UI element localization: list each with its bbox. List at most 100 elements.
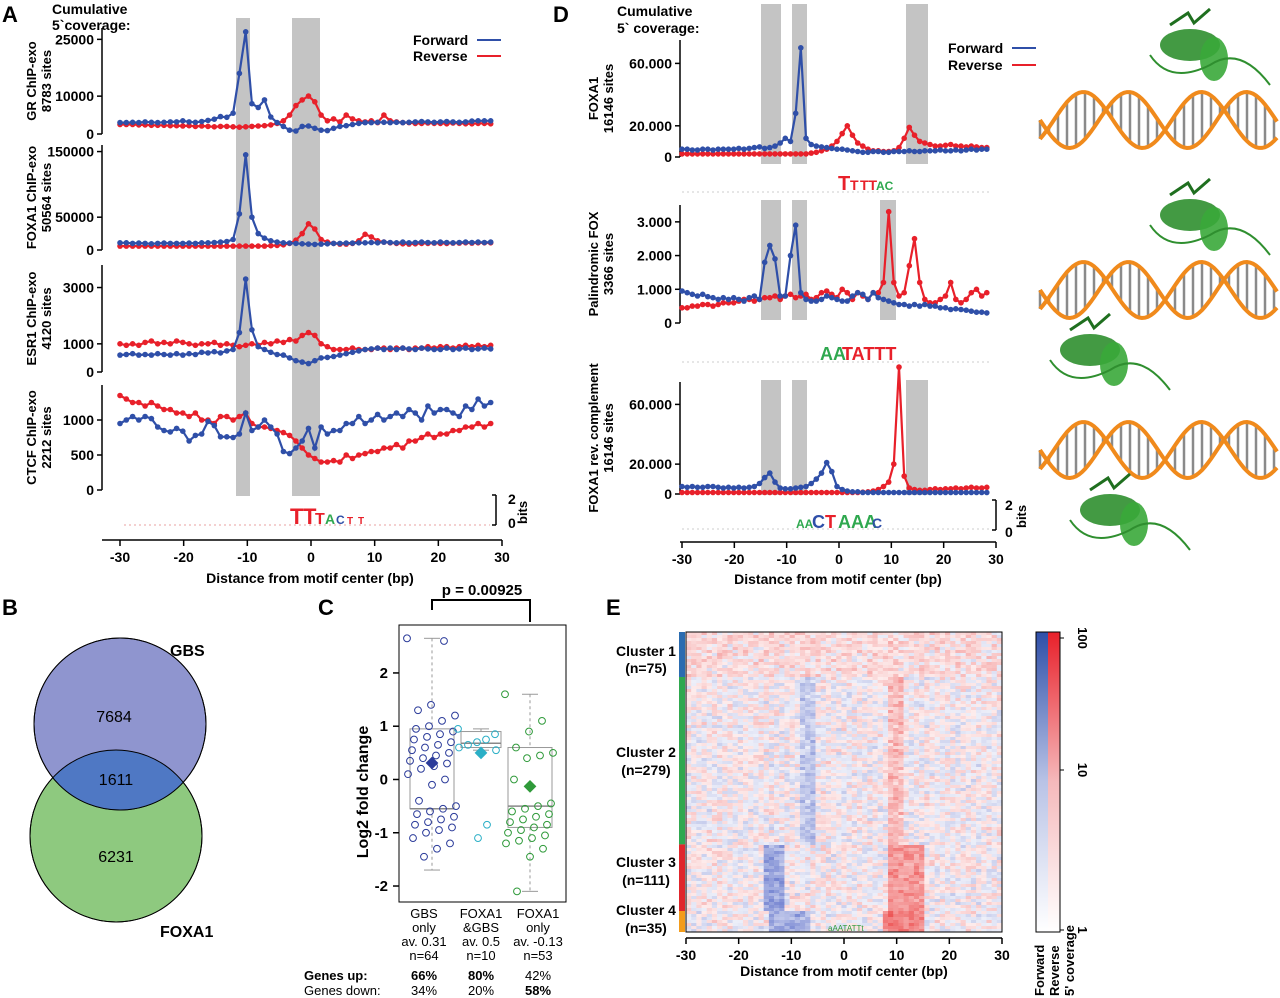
box-1-point-41 bbox=[433, 844, 441, 853]
heatmap-cell-54-33 bbox=[851, 791, 858, 795]
heatmap-cell-50-40 bbox=[888, 779, 894, 783]
heatmap-cell-12-23 bbox=[799, 665, 806, 669]
heatmap-cell-11-49 bbox=[934, 662, 941, 666]
panel-a-track-4-reverse-point-32 bbox=[312, 455, 318, 462]
heatmap-cell-46-10 bbox=[732, 767, 739, 771]
heatmap-cell-59-51 bbox=[945, 806, 951, 810]
heatmap-cell-3-4 bbox=[701, 638, 708, 642]
heatmap-cell-35-50 bbox=[939, 734, 946, 738]
heatmap-cell-52-4 bbox=[701, 785, 708, 789]
heatmap-cell-20-49 bbox=[934, 689, 941, 693]
heatmap-cell-21-20 bbox=[784, 692, 790, 696]
heatmap-cell-17-11 bbox=[737, 680, 744, 684]
panel-a-track-1-forward-point-34 bbox=[324, 127, 331, 134]
heatmap-cell-27-19 bbox=[779, 710, 785, 714]
heatmap-cell-7-36 bbox=[867, 650, 873, 654]
heatmap-cell-19-50 bbox=[939, 686, 946, 690]
heatmap-cell-39-38 bbox=[877, 746, 884, 750]
heatmap-cell-46-31 bbox=[841, 767, 847, 771]
heatmap-cell-42-11 bbox=[737, 755, 744, 759]
heatmap-cell-51-41 bbox=[893, 782, 899, 786]
panel-d-track-3-forward-point-9 bbox=[720, 485, 727, 491]
heatmap-cell-46-47 bbox=[924, 767, 930, 771]
heatmap-cell-55-47 bbox=[924, 794, 930, 798]
heatmap-cell-60-12 bbox=[742, 809, 749, 813]
heatmap-cell-14-57 bbox=[976, 671, 982, 675]
heatmap-cell-46-19 bbox=[779, 767, 785, 771]
heatmap-cell-42-8 bbox=[722, 755, 728, 759]
heatmap-cell-34-55 bbox=[965, 731, 972, 735]
panel-a-track-3-forward-point-58 bbox=[475, 346, 481, 352]
heatmap-cell-27-8 bbox=[722, 710, 728, 714]
heatmap-cell-14-31 bbox=[841, 671, 847, 675]
heatmap-cell-49-17 bbox=[768, 776, 775, 780]
panel-letter-b: B bbox=[2, 595, 18, 620]
heatmap-cell-60-14 bbox=[753, 809, 759, 813]
panel-a-track-1-ytick-label-1: 25000 bbox=[55, 31, 94, 47]
heatmap-cell-2-12 bbox=[742, 635, 749, 639]
heatmap-cell-43-30 bbox=[836, 758, 842, 762]
heatmap-cell-28-25 bbox=[810, 713, 816, 717]
heatmap-cell-31-46 bbox=[919, 722, 925, 726]
heatmap-cell-56-42 bbox=[898, 797, 904, 801]
heatmap-cell-42-52 bbox=[950, 755, 956, 759]
heatmap-cell-28-17 bbox=[768, 713, 775, 717]
heatmap-cell-22-7 bbox=[717, 695, 723, 699]
heatmap-cell-1-44 bbox=[908, 632, 915, 636]
heatmap-cell-4-50 bbox=[939, 641, 946, 645]
heatmap-cell-13-48 bbox=[929, 668, 935, 672]
heatmap-cell-19-35 bbox=[862, 686, 868, 690]
panel-d-track-3-forward-point-33 bbox=[844, 488, 851, 494]
panel-a-track-4-forward-point-9 bbox=[167, 429, 174, 435]
panel-a-track-2-forward-point-38 bbox=[349, 240, 356, 246]
heatmap-cell-13-9 bbox=[727, 668, 733, 672]
heatmap-cell-54-16 bbox=[763, 791, 770, 795]
heatmap-cell-43-42 bbox=[898, 758, 904, 762]
heatmap-cell-55-30 bbox=[836, 794, 842, 798]
heatmap-cell-23-57 bbox=[976, 698, 982, 702]
heatmap-cell-16-26 bbox=[815, 677, 821, 681]
heatmap-cell-18-7 bbox=[717, 683, 723, 687]
heatmap-cell-35-28 bbox=[825, 734, 832, 738]
heatmap-cell-29-21 bbox=[789, 716, 796, 720]
heatmap-cell-44-7 bbox=[717, 761, 723, 765]
box-2-point-4 bbox=[473, 738, 481, 747]
heatmap-cell-12-33 bbox=[851, 665, 858, 669]
heatmap-cell-44-55 bbox=[965, 761, 972, 765]
heatmap-cell-57-29 bbox=[831, 800, 837, 804]
heatmap-cell-27-23 bbox=[799, 710, 806, 714]
heatmap-cell-39-41 bbox=[893, 746, 899, 750]
heatmap-cell-17-32 bbox=[846, 680, 853, 684]
heatmap-cell-7-2 bbox=[691, 650, 697, 654]
heatmap-cell-51-52 bbox=[950, 782, 956, 786]
heatmap-cell-58-26 bbox=[815, 803, 821, 807]
panel-d-track-3-reverse-point-4 bbox=[694, 489, 701, 496]
heatmap-cell-42-50 bbox=[939, 755, 946, 759]
heatmap-cell-47-3 bbox=[696, 770, 702, 774]
heatmap-cell-15-49 bbox=[934, 674, 941, 678]
heatmap-cell-53-59 bbox=[986, 788, 992, 792]
heatmap-cell-60-47 bbox=[924, 809, 930, 813]
heatmap-cell-31-3 bbox=[696, 722, 702, 726]
heatmap-cell-15-26 bbox=[815, 674, 821, 678]
heatmap-cell-21-37 bbox=[872, 692, 878, 696]
heatmap-cell-50-16 bbox=[763, 779, 770, 783]
heatmap-cell-33-58 bbox=[981, 728, 987, 732]
heatmap-cell-24-46 bbox=[919, 701, 925, 705]
heatmap-cell-55-19 bbox=[779, 794, 785, 798]
heatmap-cell-5-6 bbox=[711, 644, 718, 648]
heatmap-cell-40-57 bbox=[976, 749, 982, 753]
heatmap-cell-17-12 bbox=[742, 680, 749, 684]
panel-a-track-4-reverse-point-39 bbox=[356, 452, 362, 458]
heatmap-cell-4-35 bbox=[862, 641, 868, 645]
heatmap-cell-26-7 bbox=[717, 707, 723, 711]
group-3-name-1: FOXA1 bbox=[517, 906, 560, 921]
panel-a-track-4-reverse-point-18 bbox=[224, 413, 230, 420]
panel-a-track-3-forward-point-5 bbox=[142, 351, 148, 358]
heatmap-cell-52-50 bbox=[939, 785, 946, 789]
heatmap-cell-30-36 bbox=[867, 719, 873, 723]
heatmap-cell-53-47 bbox=[924, 788, 930, 792]
heatmap-cell-25-15 bbox=[758, 704, 764, 708]
panel-a-track-3-forward-point-25 bbox=[268, 349, 274, 356]
heatmap-cell-41-37 bbox=[872, 752, 878, 756]
